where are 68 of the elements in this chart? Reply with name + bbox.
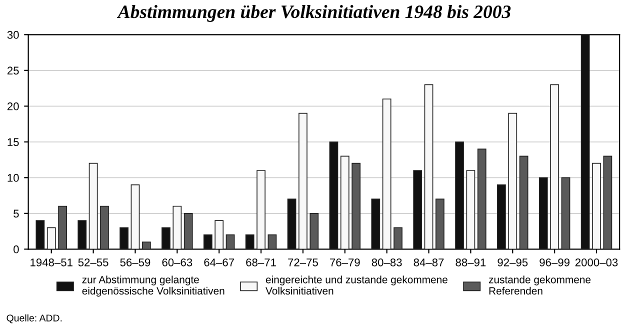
x-tick-label: 80–83 xyxy=(372,258,402,266)
bar xyxy=(519,156,528,250)
x-tick-label: 60–63 xyxy=(162,258,192,266)
bar xyxy=(310,212,319,250)
bar xyxy=(184,212,193,250)
bar xyxy=(142,242,151,250)
x-tick-label: 1948–51 xyxy=(30,258,72,266)
bar xyxy=(352,162,361,250)
y-tick-label: 15 xyxy=(8,138,19,146)
bar xyxy=(329,141,338,250)
bar xyxy=(538,177,548,250)
y-tick-label: 10 xyxy=(8,174,19,182)
bar xyxy=(371,198,380,250)
x-tick-label: 96–99 xyxy=(540,258,570,266)
bar xyxy=(455,141,464,250)
bar xyxy=(298,112,308,250)
bar xyxy=(203,234,212,250)
x-tick-label: 64–67 xyxy=(204,258,234,266)
x-tick-label: 88–91 xyxy=(456,258,486,266)
x-tick-label: 56–59 xyxy=(120,258,150,266)
legend-label: zur Abstimmung gelangte eidgenössische Volksinitiativen xyxy=(82,276,224,297)
bar xyxy=(424,84,434,250)
y-tick-label: 20 xyxy=(7,102,19,110)
bar xyxy=(603,156,612,250)
x-tick-label: 2000–03 xyxy=(575,258,618,266)
bar xyxy=(46,227,56,250)
legend-label: eingereichte und zustande gekommene Volksinitiativen xyxy=(266,276,448,295)
source-note: Quelle: ADD. xyxy=(6,314,62,324)
bar xyxy=(120,227,128,250)
legend-label: zustande gekommene Referenden xyxy=(488,276,591,295)
bar xyxy=(36,220,45,250)
bar xyxy=(214,220,224,250)
y-tick-label: 0 xyxy=(14,245,19,254)
bar xyxy=(550,84,560,250)
bar xyxy=(88,162,98,250)
x-tick-label: 52–55 xyxy=(78,258,108,266)
bar xyxy=(382,98,392,250)
chart-title: Abstimmungen über Volksinitiativen 1948 bis 2003 xyxy=(116,4,511,22)
bar xyxy=(497,184,506,250)
bar xyxy=(580,34,590,250)
bar xyxy=(592,162,601,250)
y-tick-label: 30 xyxy=(7,30,19,39)
bar xyxy=(340,156,350,250)
bar xyxy=(508,112,518,250)
bar xyxy=(256,170,266,250)
x-tick-label: 72–75 xyxy=(288,258,318,266)
bar xyxy=(466,170,476,250)
bar xyxy=(287,198,296,250)
x-tick-label: 92–95 xyxy=(498,258,528,266)
bar xyxy=(477,148,486,250)
bar xyxy=(130,184,140,250)
bar xyxy=(78,220,87,250)
bar xyxy=(268,234,277,250)
bar xyxy=(172,206,182,250)
bar xyxy=(394,227,402,250)
bar xyxy=(245,234,254,250)
bar xyxy=(226,234,235,250)
bar xyxy=(561,177,570,250)
bar xyxy=(100,206,109,250)
y-tick-label: 25 xyxy=(7,66,19,75)
bar xyxy=(436,198,444,250)
bar xyxy=(413,170,422,250)
bar xyxy=(58,206,67,250)
x-tick-label: 76–79 xyxy=(330,258,360,266)
x-tick-label: 68–71 xyxy=(246,258,276,266)
x-tick-label: 84–87 xyxy=(414,258,444,266)
bar xyxy=(162,227,170,250)
y-tick-label: 5 xyxy=(14,210,19,218)
